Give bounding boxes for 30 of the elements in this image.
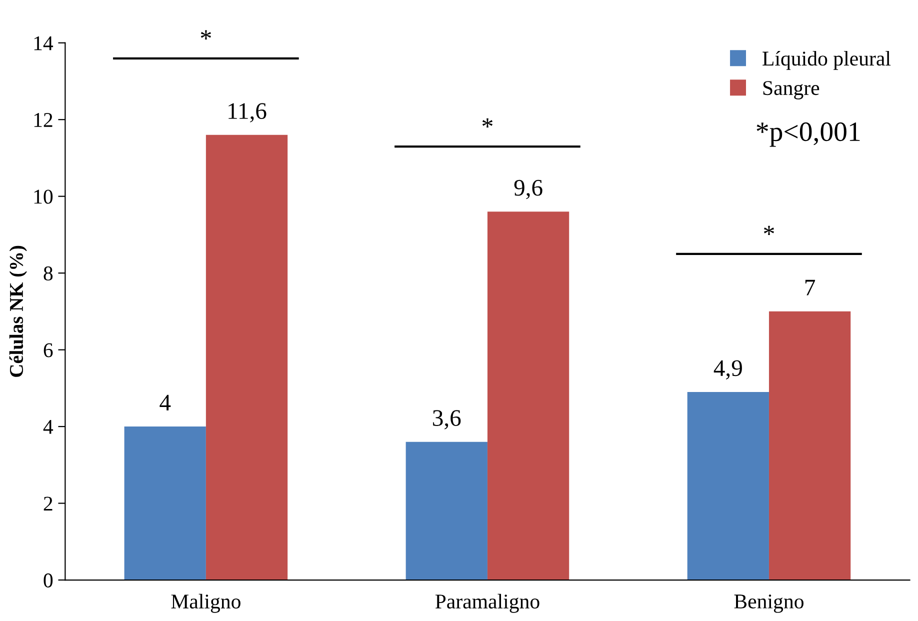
x-tick-label: Paramaligno [435, 594, 540, 613]
x-tick-label: Benigno [734, 594, 804, 613]
annotation: *p<0,001 [756, 122, 860, 147]
data-label: 3,6 [433, 410, 461, 430]
y-tick-label: 4 [43, 420, 54, 434]
legend-label: Líquido pleural [762, 50, 891, 70]
bar [768, 311, 851, 580]
legend-label: Sangre [763, 81, 820, 100]
x-tick-label: Maligno [171, 594, 240, 613]
y-tick-label: 0 [44, 573, 53, 588]
data-label: 11,6 [228, 103, 266, 122]
bar [687, 392, 769, 580]
y-tick-label: 6 [44, 343, 53, 358]
annotation: * [764, 226, 774, 235]
data-label: 4 [160, 394, 171, 410]
data-label: 9,6 [514, 180, 542, 200]
y-axis-title: Células NK (%) [9, 246, 27, 377]
y-tick-label: 2 [44, 496, 52, 511]
y-tick-label: 12 [34, 113, 52, 127]
data-label: 4,9 [714, 360, 742, 380]
y-tick-label: 8 [44, 266, 53, 280]
bar [206, 134, 288, 580]
annotation: * [482, 118, 493, 128]
bar [406, 442, 488, 580]
data-label: 7 [805, 280, 816, 296]
bar [124, 426, 206, 580]
text: * [200, 30, 211, 40]
bar [487, 212, 570, 580]
y-tick-label: 10 [34, 190, 53, 204]
y-tick-label: 14 [34, 36, 54, 50]
